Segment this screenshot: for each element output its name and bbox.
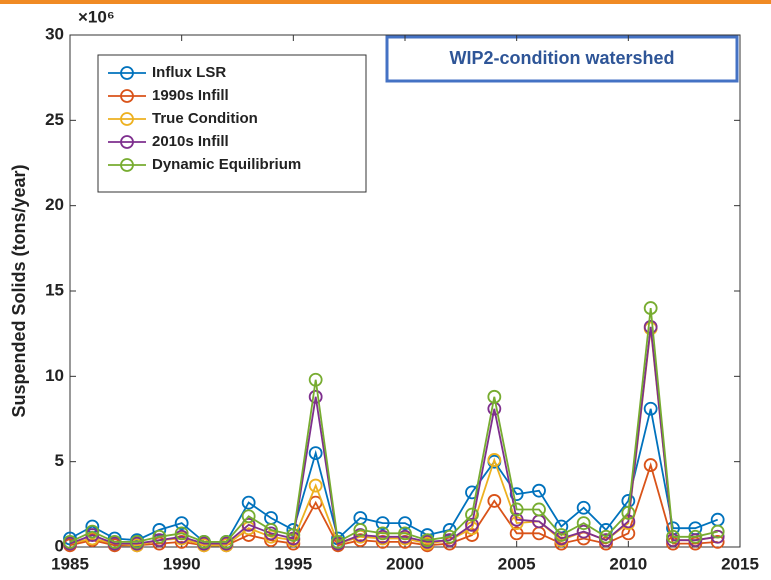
point (331, 534, 345, 549)
point (107, 534, 122, 549)
x-tick-label: 1990 (163, 554, 201, 573)
legend-label: Influx LSR (152, 64, 226, 81)
y-tick-label: 15 (45, 280, 64, 299)
point (85, 524, 100, 539)
point (308, 478, 323, 493)
point (264, 523, 278, 537)
point (398, 534, 412, 549)
point (375, 526, 390, 541)
point (442, 529, 457, 544)
point (286, 528, 301, 542)
point (130, 534, 144, 549)
point (532, 502, 546, 517)
y-tick-label: 5 (55, 451, 64, 470)
legend-marker (120, 89, 134, 103)
legend-label: 1990s Infill (152, 87, 229, 104)
x-tick-label: 2000 (386, 554, 424, 573)
point (375, 516, 390, 531)
legend-label: Dynamic Equilibrium (152, 156, 301, 173)
point (576, 524, 591, 539)
point (465, 507, 479, 522)
point (487, 389, 502, 404)
point (643, 458, 658, 472)
point (219, 534, 234, 549)
point (599, 529, 613, 544)
point (264, 526, 278, 541)
x-tick-label: 2015 (721, 554, 759, 573)
legend-marker (120, 158, 134, 172)
point (465, 517, 479, 532)
point (576, 500, 591, 515)
point (63, 534, 77, 549)
point (710, 534, 725, 549)
point (509, 502, 524, 517)
annotation-box (385, 35, 739, 83)
point (599, 533, 613, 548)
x-tick-label: 2010 (609, 554, 647, 573)
point (710, 529, 725, 544)
point (442, 533, 457, 548)
y-tick-label: 30 (45, 24, 64, 43)
point (643, 301, 658, 315)
point (398, 526, 412, 541)
point (174, 526, 189, 541)
point (621, 514, 636, 529)
point (174, 534, 189, 549)
legend-marker (120, 112, 134, 126)
point (398, 516, 412, 531)
y-tick-label: 0 (55, 536, 64, 555)
legend-box (97, 54, 367, 193)
point (621, 505, 636, 520)
legend-marker (120, 135, 134, 149)
point (509, 526, 524, 541)
legend-label: True Condition (152, 110, 258, 127)
point (152, 533, 167, 548)
point (398, 529, 412, 544)
point (576, 516, 591, 531)
point (688, 529, 703, 544)
point (308, 372, 323, 387)
point (710, 524, 725, 539)
point (353, 523, 368, 537)
y-exponent: ×10⁶ (78, 7, 115, 26)
x-tick-label: 2005 (498, 554, 536, 573)
annotation: WIP2-condition watershed (449, 48, 674, 68)
point (509, 512, 524, 527)
point (420, 533, 435, 548)
point (375, 534, 390, 549)
y-tick-label: 25 (45, 110, 64, 129)
y-axis-label: Suspended Solids (tons/year) (9, 164, 29, 417)
point (174, 529, 189, 544)
top-border (0, 0, 771, 4)
y-tick-label: 20 (45, 195, 64, 214)
point (554, 531, 569, 546)
point (643, 319, 658, 334)
point (241, 495, 256, 510)
point (308, 389, 323, 404)
point (375, 529, 390, 544)
point (666, 529, 680, 544)
point (487, 494, 502, 508)
point (241, 509, 256, 524)
point (152, 529, 167, 544)
point (643, 401, 658, 416)
point (487, 453, 502, 467)
x-tick-label: 1985 (51, 554, 89, 573)
point (532, 483, 546, 498)
point (688, 533, 703, 548)
point (197, 534, 211, 549)
legend-marker (120, 66, 134, 80)
y-tick-label: 10 (45, 366, 64, 385)
point (241, 517, 256, 532)
point (554, 528, 569, 542)
x-tick-label: 1995 (274, 554, 312, 573)
point (308, 446, 323, 461)
point (174, 516, 189, 531)
legend-label: 2010s Infill (152, 133, 229, 150)
point (353, 533, 368, 548)
